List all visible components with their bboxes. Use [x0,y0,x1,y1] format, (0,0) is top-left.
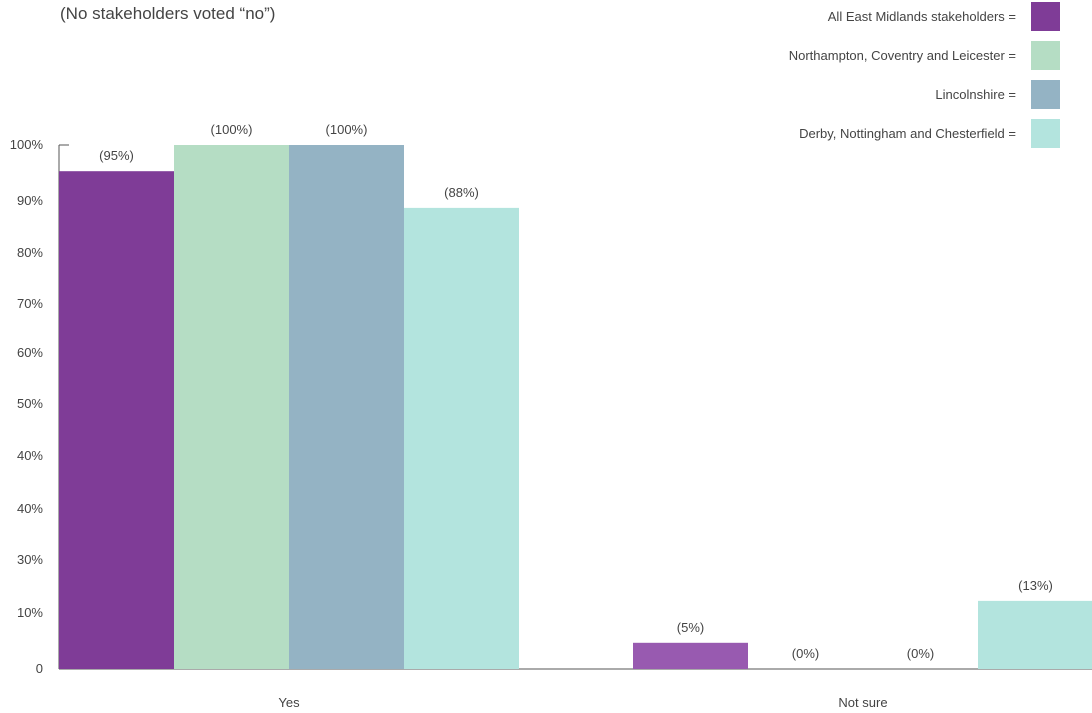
legend-label: All East Midlands stakeholders = [828,9,1016,24]
legend-label: Northampton, Coventry and Leicester = [789,48,1016,63]
legend: All East Midlands stakeholders = Northamp… [789,2,1060,148]
data-label: (88%) [444,185,479,200]
y-tick-label: 30% [17,552,43,567]
y-tick-label: 40% [17,501,43,516]
y-tick-label: 70% [17,296,43,311]
legend-swatch [1031,41,1060,70]
data-label: (0%) [792,646,819,661]
y-tick-label: 10% [17,605,43,620]
legend-swatch [1031,80,1060,109]
legend-label: Lincolnshire = [935,87,1016,102]
legend-label: Derby, Nottingham and Chesterfield = [799,126,1016,141]
y-tick-label: 40% [17,448,43,463]
y-tick-label: 60% [17,345,43,360]
legend-swatch [1031,119,1060,148]
x-category-label: Not sure [838,695,887,710]
bar [59,171,174,669]
y-tick-label: 0 [36,661,43,676]
bar [289,145,404,669]
legend-swatch [1031,2,1060,31]
data-label: (95%) [99,148,134,163]
data-label: (100%) [211,122,253,137]
y-tick-label: 100% [10,137,44,152]
bar [633,642,748,669]
y-tick-label: 50% [17,396,43,411]
data-label: (5%) [677,620,704,635]
bar [174,145,289,669]
bars: (95%) (100%) (100%) (88%) (5%) (0%) (0%) (13%) [59,122,1092,669]
y-tick-label: 90% [17,193,43,208]
data-label: (0%) [907,646,934,661]
chart-subtitle: (No stakeholders voted “no”) [60,4,276,23]
data-label: (100%) [326,122,368,137]
bar [978,600,1092,669]
axes: 0 10% 30% 40% 40% 50% 60% 70% 80% 90% 100% Yes Not s… [10,137,1092,710]
x-category-label: Yes [278,695,300,710]
bar [404,207,519,669]
y-tick-label: 80% [17,245,43,260]
data-label: (13%) [1018,578,1053,593]
